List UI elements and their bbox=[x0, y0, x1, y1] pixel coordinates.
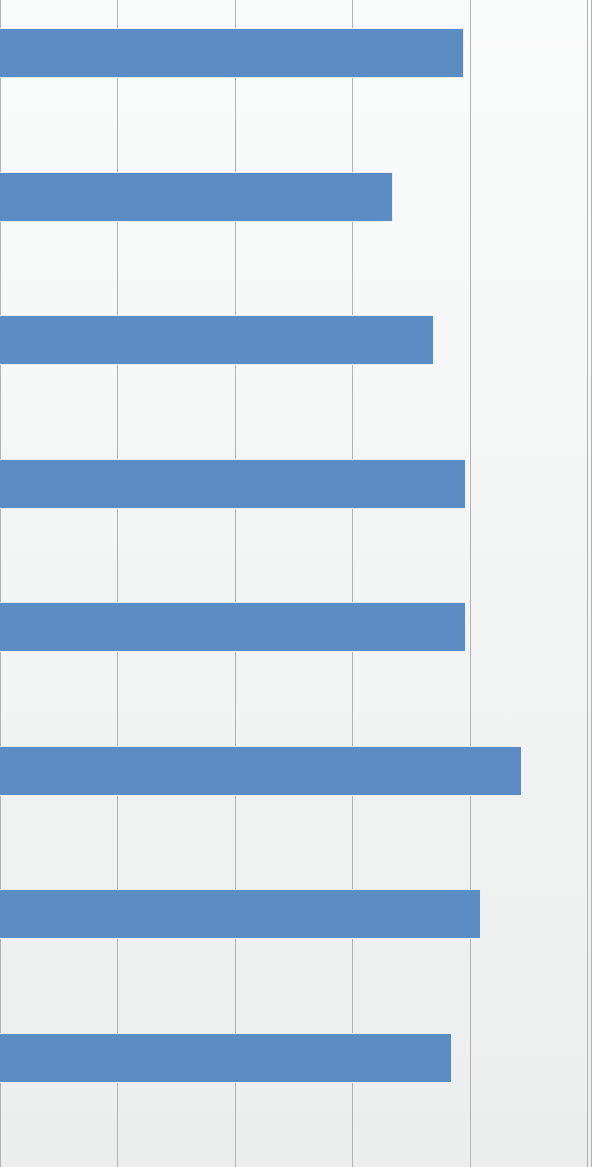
bar bbox=[0, 1033, 452, 1083]
bar bbox=[0, 459, 466, 509]
bar bbox=[0, 28, 464, 78]
horizontal-bar-chart bbox=[0, 0, 592, 1167]
bar bbox=[0, 602, 466, 652]
gridline bbox=[587, 0, 588, 1167]
bar bbox=[0, 746, 522, 796]
bar bbox=[0, 315, 434, 365]
gridline bbox=[470, 0, 471, 1167]
bar bbox=[0, 889, 481, 939]
bar bbox=[0, 172, 393, 222]
plot-area bbox=[0, 0, 592, 1167]
